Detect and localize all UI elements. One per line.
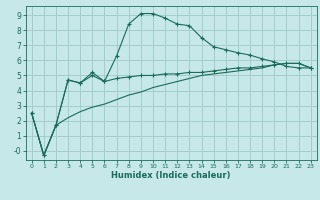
X-axis label: Humidex (Indice chaleur): Humidex (Indice chaleur) bbox=[111, 171, 231, 180]
